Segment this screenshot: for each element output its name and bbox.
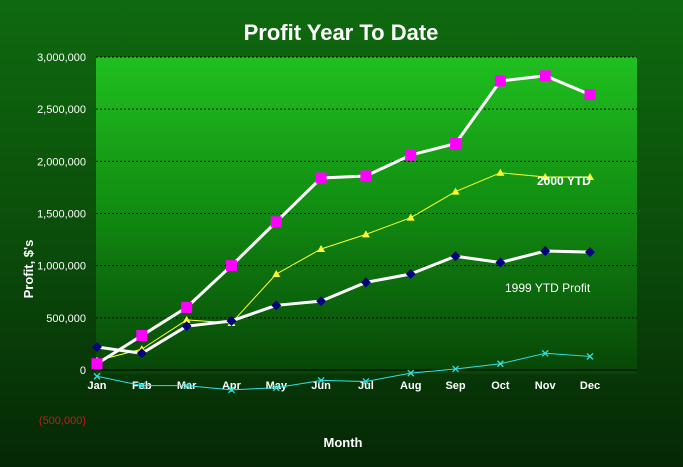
data-point (406, 213, 415, 221)
x-tick-label: Dec (580, 380, 600, 392)
data-point (136, 348, 147, 359)
x-tick-label: Nov (535, 380, 557, 392)
data-point (496, 168, 505, 176)
data-point-stroke (93, 372, 101, 380)
data-point (316, 296, 327, 307)
x-tick-label: Aug (400, 380, 421, 392)
data-point (451, 187, 460, 195)
series-line (96, 74, 591, 366)
data-point-stroke (452, 365, 460, 373)
data-point (496, 360, 504, 368)
x-axis-ticks: JanFebMarAprMayJunJulAugSepOctNovDec (88, 380, 601, 392)
data-point (586, 172, 594, 180)
data-point (225, 260, 237, 272)
data-point (317, 376, 325, 384)
data-point (317, 244, 326, 252)
data-point (360, 170, 372, 182)
y-tick-label: 500,000 (46, 313, 86, 325)
series-layer (96, 74, 591, 391)
data-point (494, 75, 506, 87)
data-point-stroke (272, 384, 280, 392)
data-point (539, 70, 551, 82)
markers-layer (91, 70, 596, 394)
chart-title: Profit Year To Date (244, 20, 439, 45)
data-point (272, 384, 280, 392)
y-tick-label: 0 (80, 365, 86, 377)
data-point (495, 257, 506, 268)
y-tick-label: 2,000,000 (37, 156, 86, 168)
y-tick-label: 2,500,000 (37, 104, 86, 116)
data-point (270, 216, 282, 228)
data-point-stroke (496, 360, 504, 368)
y-axis-ticks: 3,000,000 2,500,000 2,000,000 1,500,000 1,00… (37, 52, 86, 427)
data-point-stroke (407, 369, 415, 377)
gridlines (96, 56, 637, 371)
series-label-2000-ytd: 2000 YTD (537, 174, 591, 188)
series-line (96, 352, 591, 391)
y-tick-label: 3,000,000 (37, 52, 86, 64)
data-point (183, 382, 191, 390)
x-tick-label: Oct (491, 380, 510, 392)
data-point (181, 321, 192, 332)
x-axis-label: Month (324, 435, 363, 450)
data-point-stroke (362, 378, 370, 385)
x-tick-label: Jul (358, 380, 374, 392)
data-point (93, 372, 101, 380)
data-point (362, 378, 370, 385)
y-tick-label: (500,000) (39, 415, 86, 427)
data-point-stroke (227, 386, 235, 394)
x-tick-label: Sep (445, 380, 465, 392)
data-point (138, 382, 146, 390)
data-point (271, 300, 282, 311)
data-point (541, 172, 550, 180)
series-label-1999-ytd-profit: 1999 YTD Profit (505, 281, 591, 295)
data-point (181, 301, 193, 313)
data-point-stroke (586, 352, 594, 360)
data-point-stroke (183, 382, 191, 390)
data-point (586, 352, 594, 360)
data-point (361, 230, 370, 238)
data-point (227, 386, 235, 394)
data-point (405, 149, 417, 161)
data-point (405, 269, 416, 280)
data-point (450, 138, 462, 150)
data-point (136, 330, 148, 342)
data-point (272, 270, 281, 278)
data-point (315, 172, 327, 184)
data-point (450, 251, 461, 262)
data-point (91, 358, 103, 370)
data-point (182, 315, 191, 323)
data-point-stroke (317, 376, 325, 384)
data-point-stroke (138, 382, 146, 390)
series-line (96, 172, 590, 362)
x-tick-label: Jun (311, 380, 331, 392)
x-tick-label: Jan (88, 380, 107, 392)
data-point (407, 369, 415, 377)
x-tick-label: May (266, 380, 288, 392)
data-point (452, 365, 460, 373)
data-point (541, 349, 549, 357)
y-tick-label: 1,000,000 (37, 261, 86, 273)
data-point (226, 315, 237, 326)
y-axis-label: Profit, $'s (21, 240, 36, 299)
y-tick-label: 1,500,000 (37, 209, 86, 221)
data-point (92, 342, 102, 353)
data-point (585, 247, 595, 258)
data-point (584, 89, 596, 101)
data-point (360, 277, 371, 288)
series-line (96, 249, 591, 355)
data-point (540, 246, 551, 257)
data-point-stroke (541, 349, 549, 357)
